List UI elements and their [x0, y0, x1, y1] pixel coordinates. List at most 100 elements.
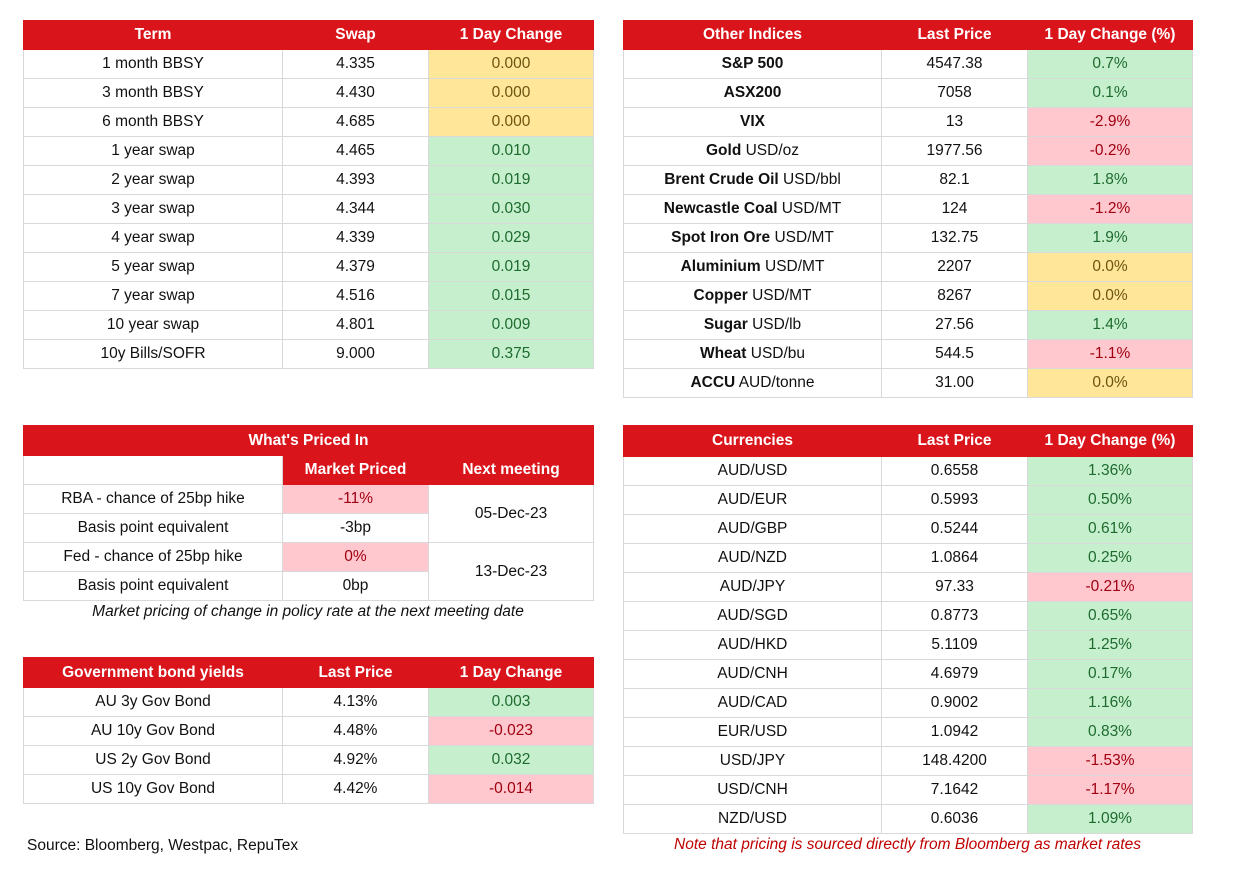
- table-row: 3 month BBSY 4.430 0.000: [23, 78, 594, 108]
- currency-pair-cell: AUD/CNH: [623, 659, 882, 689]
- price-cell: 0.5244: [881, 514, 1028, 544]
- change-cell: 0.375: [428, 339, 594, 369]
- table-row: AU 10y Gov Bond 4.48% -0.023: [23, 716, 594, 746]
- table-row: AU 3y Gov Bond 4.13% 0.003: [23, 687, 594, 717]
- currencies-table: Currencies Last Price 1 Day Change (%) A…: [623, 425, 1193, 834]
- swap-cell: 4.801: [282, 310, 429, 340]
- bond-name-cell: AU 10y Gov Bond: [23, 716, 283, 746]
- index-unit: USD/MT: [760, 258, 825, 275]
- bond-name-cell: US 2y Gov Bond: [23, 745, 283, 775]
- change-cell: 0.015: [428, 281, 594, 311]
- header-fx-price: Last Price: [881, 425, 1028, 457]
- index-name: Copper: [693, 287, 748, 304]
- index-unit: USD/lb: [747, 316, 802, 333]
- change-cell: -2.9%: [1027, 107, 1193, 137]
- swap-cell: 4.339: [282, 223, 429, 253]
- table-row: Sugar USD/lb 27.56 1.4%: [623, 310, 1193, 340]
- table-row: EUR/USD 1.0942 0.83%: [623, 717, 1193, 747]
- index-name: Brent Crude Oil: [664, 171, 779, 188]
- table-row: AUD/SGD 0.8773 0.65%: [623, 601, 1193, 631]
- indices-rows: S&P 500 4547.38 0.7% ASX200 7058 0.1% VIX 13 -2.…: [623, 49, 1193, 398]
- price-cell: 0.8773: [881, 601, 1028, 631]
- price-cell: 13: [881, 107, 1028, 137]
- price-cell: 148.4200: [881, 746, 1028, 776]
- header-swap: Swap: [282, 20, 429, 50]
- table-row: 2 year swap 4.393 0.019: [23, 165, 594, 195]
- header-fx-change: 1 Day Change (%): [1027, 425, 1193, 457]
- change-cell: 0.019: [428, 252, 594, 282]
- price-cell: 0.6558: [881, 456, 1028, 486]
- rba-label: RBA - chance of 25bp hike: [23, 484, 283, 514]
- index-name: ASX200: [723, 84, 782, 101]
- table-row: 3 year swap 4.344 0.030: [23, 194, 594, 224]
- change-cell: 1.09%: [1027, 804, 1193, 834]
- term-cell: 10y Bills/SOFR: [23, 339, 283, 369]
- table-row: Copper USD/MT 8267 0.0%: [623, 281, 1193, 311]
- table-row: 1 month BBSY 4.335 0.000: [23, 49, 594, 79]
- price-cell: 124: [881, 194, 1028, 224]
- table-row: 4 year swap 4.339 0.029: [23, 223, 594, 253]
- change-cell: -0.023: [428, 716, 594, 746]
- indices-table: Other Indices Last Price 1 Day Change (%…: [623, 20, 1193, 398]
- table-row: AUD/HKD 5.1109 1.25%: [623, 630, 1193, 660]
- change-cell: 1.16%: [1027, 688, 1193, 718]
- price-cell: 7.1642: [881, 775, 1028, 805]
- change-cell: 0.030: [428, 194, 594, 224]
- change-cell: 0.000: [428, 78, 594, 108]
- header-next-meeting: Next meeting: [427, 455, 595, 485]
- swap-cell: 4.393: [282, 165, 429, 195]
- table-row: US 10y Gov Bond 4.42% -0.014: [23, 774, 594, 804]
- change-cell: 0.50%: [1027, 485, 1193, 515]
- price-cell: 1.0942: [881, 717, 1028, 747]
- change-cell: 0.0%: [1027, 368, 1193, 398]
- table-row: VIX 13 -2.9%: [623, 107, 1193, 137]
- header-term: Term: [23, 20, 283, 50]
- table-row: AUD/USD 0.6558 1.36%: [623, 456, 1193, 486]
- price-cell: 0.5993: [881, 485, 1028, 515]
- currency-pair-cell: AUD/GBP: [623, 514, 882, 544]
- currency-pair-cell: EUR/USD: [623, 717, 882, 747]
- price-cell: 4.48%: [282, 716, 429, 746]
- currency-pair-cell: NZD/USD: [623, 804, 882, 834]
- swap-cell: 4.465: [282, 136, 429, 166]
- index-name: ACCU: [690, 374, 736, 391]
- fed-value: 0%: [282, 542, 429, 572]
- header-market-priced: Market Priced: [282, 455, 429, 485]
- price-cell: 544.5: [881, 339, 1028, 369]
- change-cell: -0.21%: [1027, 572, 1193, 602]
- index-unit: USD/bbl: [778, 171, 841, 188]
- index-name-cell: Spot Iron Ore USD/MT: [623, 223, 882, 253]
- bloomberg-note: Note that pricing is sourced directly fr…: [674, 836, 1141, 853]
- table-row: 10 year swap 4.801 0.009: [23, 310, 594, 340]
- change-cell: -1.2%: [1027, 194, 1193, 224]
- rba-next-meeting: 05-Dec-23: [427, 484, 595, 543]
- change-cell: 0.0%: [1027, 281, 1193, 311]
- header-currencies: Currencies: [623, 425, 882, 457]
- table-row: 6 month BBSY 4.685 0.000: [23, 107, 594, 137]
- index-name-cell: Newcastle Coal USD/MT: [623, 194, 882, 224]
- index-name-cell: Copper USD/MT: [623, 281, 882, 311]
- index-name: Spot Iron Ore: [671, 229, 771, 246]
- index-unit: USD/oz: [741, 142, 800, 159]
- priced-in-caption: Market pricing of change in policy rate …: [92, 603, 524, 620]
- term-cell: 1 year swap: [23, 136, 283, 166]
- index-unit: USD/MT: [747, 287, 812, 304]
- table-row: Spot Iron Ore USD/MT 132.75 1.9%: [623, 223, 1193, 253]
- table-row: AUD/GBP 0.5244 0.61%: [623, 514, 1193, 544]
- blank-header-cell: [23, 455, 283, 485]
- term-cell: 6 month BBSY: [23, 107, 283, 137]
- table-row: AUD/CNH 4.6979 0.17%: [623, 659, 1193, 689]
- index-name: VIX: [740, 113, 765, 130]
- change-cell: 1.25%: [1027, 630, 1193, 660]
- source-note: Source: Bloomberg, Westpac, RepuTex: [27, 837, 299, 854]
- table-row: AUD/NZD 1.0864 0.25%: [623, 543, 1193, 573]
- change-cell: 0.000: [428, 49, 594, 79]
- header-change-pct: 1 Day Change (%): [1027, 20, 1193, 50]
- index-name-cell: Wheat USD/bu: [623, 339, 882, 369]
- price-cell: 31.00: [881, 368, 1028, 398]
- change-cell: 0.003: [428, 687, 594, 717]
- rba-value: -11%: [282, 484, 429, 514]
- priced-in-table: What's Priced In Market Priced Next meet…: [22, 425, 595, 601]
- swap-cell: 9.000: [282, 339, 429, 369]
- table-row: AUD/EUR 0.5993 0.50%: [623, 485, 1193, 515]
